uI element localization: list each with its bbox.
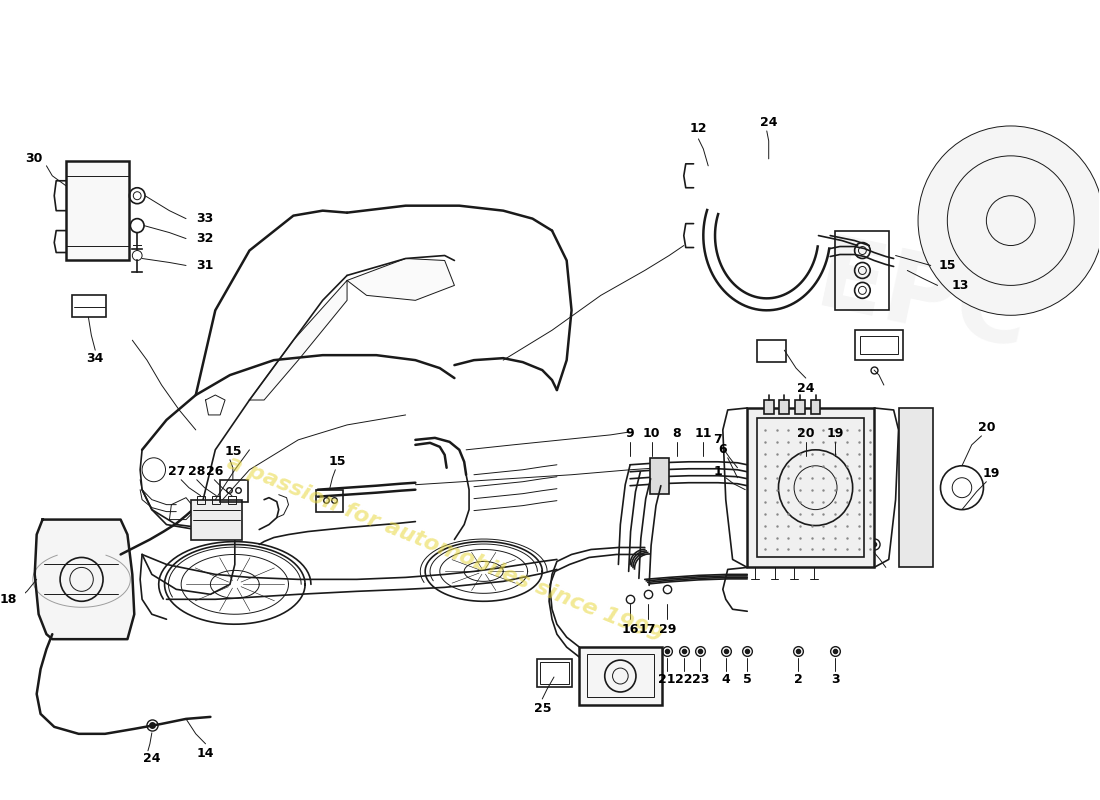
Text: 32: 32 <box>196 232 213 245</box>
Polygon shape <box>35 519 134 639</box>
Text: 5: 5 <box>742 673 751 686</box>
Text: 20: 20 <box>798 427 814 440</box>
Text: 22: 22 <box>675 673 693 686</box>
Text: 15: 15 <box>329 455 346 468</box>
Text: 19: 19 <box>826 427 844 440</box>
Bar <box>899 408 933 567</box>
Text: 4: 4 <box>722 673 730 686</box>
Text: 25: 25 <box>534 702 551 715</box>
Bar <box>540 662 569 684</box>
Text: 24: 24 <box>798 382 814 394</box>
Text: 24: 24 <box>143 752 161 766</box>
Bar <box>228 496 235 504</box>
Text: 15: 15 <box>938 259 956 272</box>
Bar <box>860 336 898 354</box>
Bar <box>811 400 821 414</box>
Text: EPC: EPC <box>807 230 1038 370</box>
Text: 20: 20 <box>978 422 996 434</box>
Text: 29: 29 <box>659 622 675 636</box>
Text: 2: 2 <box>793 673 802 686</box>
Text: 13: 13 <box>952 279 969 292</box>
Bar <box>747 408 875 567</box>
Bar <box>757 340 786 362</box>
Text: 7: 7 <box>714 434 723 446</box>
Text: 1: 1 <box>714 466 723 478</box>
Text: 16: 16 <box>621 622 639 636</box>
Bar <box>763 400 773 414</box>
Text: 27: 27 <box>167 466 185 478</box>
Text: 28: 28 <box>188 466 206 478</box>
Text: a passion for automobiles since 1999: a passion for automobiles since 1999 <box>224 453 666 646</box>
Bar <box>212 496 220 504</box>
Bar <box>650 458 669 494</box>
Bar <box>220 480 248 502</box>
Polygon shape <box>250 281 348 400</box>
Bar <box>835 230 889 310</box>
Text: 3: 3 <box>830 673 839 686</box>
Bar <box>580 647 662 705</box>
Polygon shape <box>348 258 454 300</box>
Bar <box>855 330 903 360</box>
Circle shape <box>918 126 1100 315</box>
Bar <box>587 654 653 697</box>
Text: 24: 24 <box>760 117 778 130</box>
Text: 19: 19 <box>982 467 1000 480</box>
Bar <box>66 161 130 261</box>
Text: 30: 30 <box>25 152 43 166</box>
Bar <box>757 418 865 558</box>
Bar <box>795 400 805 414</box>
Text: 11: 11 <box>694 427 712 440</box>
Text: 10: 10 <box>642 427 660 440</box>
Text: 26: 26 <box>206 466 223 478</box>
Bar <box>780 400 789 414</box>
Text: 31: 31 <box>196 259 213 272</box>
Text: 12: 12 <box>690 122 707 135</box>
Text: 14: 14 <box>197 747 215 760</box>
Text: 18: 18 <box>0 593 18 606</box>
Text: 34: 34 <box>87 352 103 365</box>
Text: 17: 17 <box>639 622 657 636</box>
Bar <box>316 490 343 512</box>
Text: 9: 9 <box>626 427 635 440</box>
Text: 6: 6 <box>718 443 727 456</box>
Bar <box>72 295 106 318</box>
Text: 21: 21 <box>659 673 676 686</box>
Text: 23: 23 <box>692 673 710 686</box>
Text: 8: 8 <box>672 427 681 440</box>
Text: 33: 33 <box>196 212 213 225</box>
Text: 15: 15 <box>224 446 242 458</box>
Bar <box>538 659 572 687</box>
Bar <box>197 496 205 504</box>
Bar <box>191 500 242 539</box>
